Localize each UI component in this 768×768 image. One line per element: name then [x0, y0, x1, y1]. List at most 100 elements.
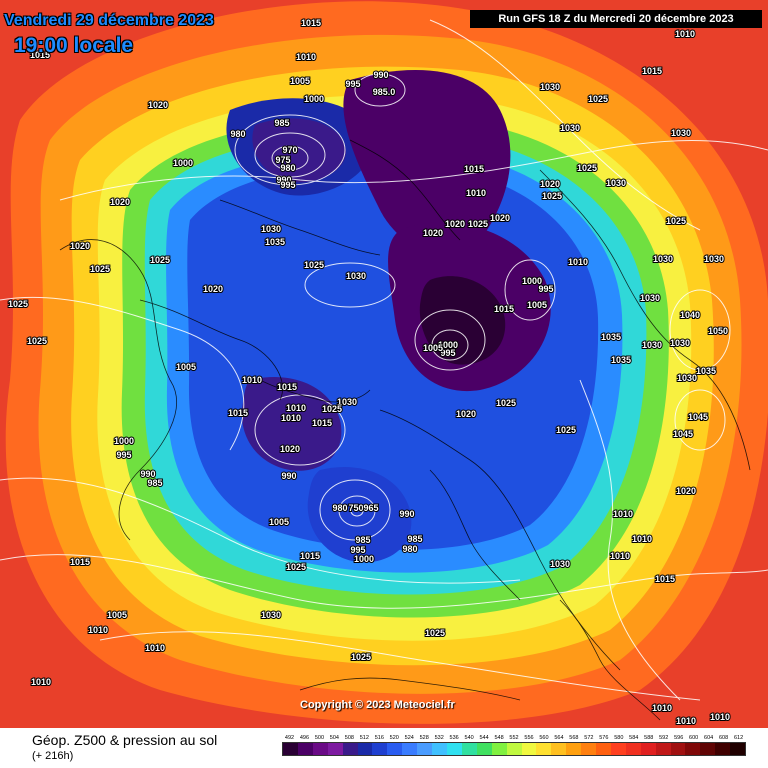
pressure-label: 990 [276, 175, 291, 185]
weather-map: 1015 1015 1010 990 1005 995 985.0 1000 1030 1025 1… [0, 0, 768, 728]
pressure-label: 1010 [281, 413, 301, 423]
pressure-label: 1010 [676, 716, 696, 726]
scale-cell [446, 743, 462, 755]
scale-cell [521, 743, 537, 755]
pressure-label: 1030 [337, 397, 357, 407]
scale-cell [581, 743, 597, 755]
pressure-label: 750 [348, 503, 363, 513]
pressure-label: 1020 [148, 100, 168, 110]
scale-tick: 516 [374, 735, 384, 741]
scale-tick: 552 [509, 735, 519, 741]
scale-tick: 584 [629, 735, 639, 741]
pressure-label: 1035 [696, 366, 716, 376]
pressure-label: 1000 [114, 436, 134, 446]
pressure-label: 1010 [466, 188, 486, 198]
pressure-label: 980 [280, 163, 295, 173]
pressure-label: 1015 [494, 304, 514, 314]
pressure-label: 1015 [312, 418, 332, 428]
scale-tick: 560 [539, 735, 549, 741]
forecast-date: Vendredi 29 décembre 2023 [4, 12, 214, 29]
pressure-label: 1025 [351, 652, 371, 662]
scale-cell [342, 743, 358, 755]
scale-cell [417, 743, 433, 755]
scale-tick: 492 [284, 735, 295, 741]
scale-cell [432, 743, 447, 755]
run-info: Run GFS 18 Z du Mercredi 20 décembre 202… [470, 10, 762, 28]
pressure-label: 1015 [277, 382, 297, 392]
pressure-label: 990 [140, 469, 155, 479]
pressure-label: 1005 [423, 343, 443, 353]
scale-tick-labels: 492 496 500 504 508 512 516 520 524 528 532 536 540 5… [282, 734, 746, 742]
scale-cell [670, 743, 686, 755]
pressure-label: 1025 [588, 94, 608, 104]
pressure-label: 1025 [577, 163, 597, 173]
scale-cell [491, 743, 507, 755]
scale-tick: 564 [554, 735, 564, 741]
pressure-label: 1040 [680, 310, 700, 320]
pressure-label: 1045 [673, 429, 693, 439]
pressure-label: 1030 [261, 610, 281, 620]
pressure-label: 1025 [27, 336, 47, 346]
scale-cell [506, 743, 522, 755]
pressure-label: 990 [399, 509, 414, 519]
pressure-label: 1025 [90, 264, 110, 274]
scale-tick: 572 [584, 735, 594, 741]
pressure-label: 1025 [468, 219, 488, 229]
pressure-label: 990 [281, 471, 296, 481]
pressure-label: 1010 [568, 257, 588, 267]
pressure-label: 1025 [304, 260, 324, 270]
pressure-label: 1030 [540, 82, 560, 92]
scale-tick: 532 [434, 735, 444, 741]
pressure-label: 1030 [550, 559, 570, 569]
pressure-label: 970 [282, 145, 297, 155]
scale-cell [596, 743, 611, 755]
scale-tick: 524 [404, 735, 414, 741]
pressure-label: 1020 [203, 284, 223, 294]
scale-tick: 512 [359, 735, 369, 741]
scale-tick: 568 [569, 735, 579, 741]
scale-cell [357, 743, 373, 755]
pressure-label: 1045 [688, 412, 708, 422]
pressure-label: 1015 [655, 574, 675, 584]
scale-cell [402, 743, 418, 755]
pressure-label: 1030 [606, 178, 626, 188]
scale-tick: 496 [299, 735, 310, 741]
pressure-label: 1030 [640, 293, 660, 303]
pressure-label: 1020 [445, 219, 465, 229]
pressure-label: 1020 [70, 241, 90, 251]
pressure-label: 1020 [280, 444, 300, 454]
pressure-label: 1025 [556, 425, 576, 435]
pressure-label: 965 [363, 503, 378, 513]
scale-cell [685, 743, 701, 755]
pressure-label: 985 [407, 534, 422, 544]
forecast-lead-time: (+ 216h) [32, 750, 74, 762]
scale-cell [536, 743, 552, 755]
scale-cell [387, 743, 403, 755]
scale-tick: 600 [689, 735, 699, 741]
scale-tick: 580 [614, 735, 624, 741]
pressure-label: 1010 [242, 375, 262, 385]
pressure-label: 1025 [496, 398, 516, 408]
pressure-label: 975 [275, 155, 290, 165]
scale-tick: 540 [464, 735, 474, 741]
pressure-label: 1025 [322, 404, 342, 414]
scale-cell [476, 743, 492, 755]
pressure-label: 1030 [677, 373, 697, 383]
scale-color-bar [282, 742, 746, 756]
pressure-label: 1030 [653, 254, 673, 264]
pressure-label: 1010 [710, 712, 730, 722]
pressure-label: 1010 [286, 403, 306, 413]
pressure-label: 1000 [304, 94, 324, 104]
pressure-label: 1010 [31, 677, 51, 687]
scale-cell [551, 743, 567, 755]
scale-tick: 576 [599, 735, 609, 741]
pressure-label: 980 [332, 503, 347, 513]
pressure-label: 1005 [176, 362, 196, 372]
scale-cell [610, 743, 626, 755]
pressure-label: 1035 [601, 332, 621, 342]
pressure-label: 995 [345, 79, 360, 89]
scale-tick: 596 [674, 735, 684, 741]
scale-cell [640, 743, 656, 755]
scale-cell [283, 743, 298, 755]
